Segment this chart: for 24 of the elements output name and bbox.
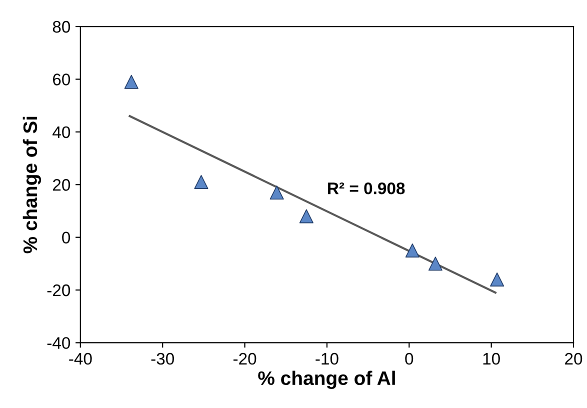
- point: [405, 243, 420, 258]
- x-tick-label: -20: [233, 352, 256, 365]
- x-axis-title: % change of Al: [258, 370, 395, 389]
- x-tick-label: 0: [405, 352, 414, 365]
- x-tick-label: -10: [316, 352, 338, 365]
- y-tick-label: 20: [53, 179, 70, 191]
- x-tick-label: -30: [151, 352, 174, 365]
- point: [428, 256, 442, 271]
- point: [194, 174, 208, 189]
- x-tick-label: -40: [69, 352, 92, 365]
- point: [270, 186, 284, 200]
- x-tick-label: 10: [483, 352, 500, 365]
- y-tick-label: 40: [52, 126, 70, 138]
- point: [490, 272, 504, 286]
- y-tick-label: 60: [53, 74, 70, 86]
- y-tick-label: 80: [52, 20, 70, 33]
- point: [124, 74, 138, 89]
- y-axis-title: % change of Si: [22, 116, 42, 254]
- y-tick-label: 0: [62, 232, 70, 244]
- x-tick-label: 20: [565, 352, 582, 365]
- y-tick-label: -40: [47, 337, 70, 349]
- y-tick-label: -20: [47, 284, 70, 296]
- point: [299, 209, 314, 224]
- annotation: R² = 0.908: [328, 182, 405, 194]
